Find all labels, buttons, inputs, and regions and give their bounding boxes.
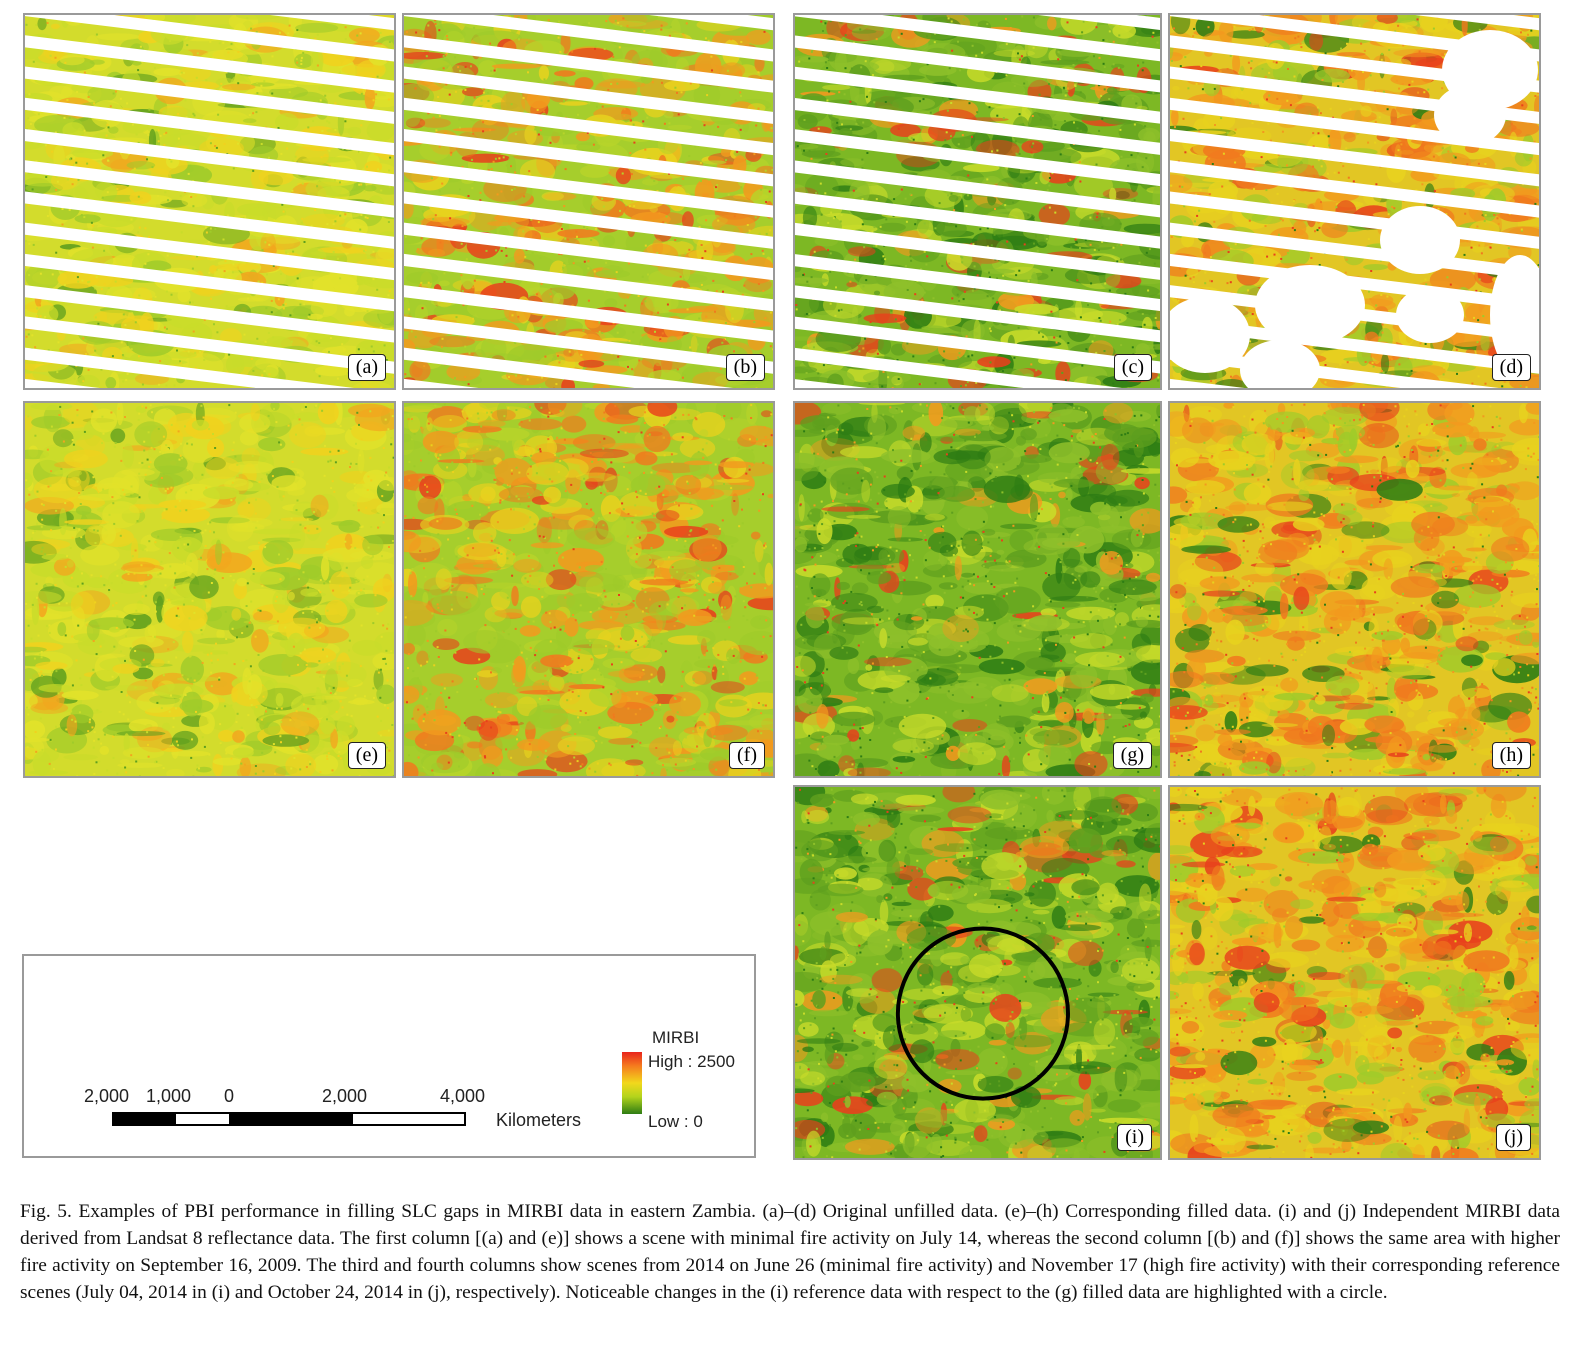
- figure-caption: Fig. 5. Examples of PBI performance in f…: [20, 1201, 1560, 1303]
- panel-i-reference: (i): [793, 785, 1162, 1160]
- scale-tick-label: 2,000: [322, 1086, 368, 1106]
- mirbi-map-c: [795, 15, 1160, 388]
- panel-label-h: (h): [1491, 742, 1531, 769]
- scale-bar-segment: [231, 1112, 351, 1126]
- panel-label-c: (c): [1113, 354, 1152, 381]
- color-ramp: [622, 1052, 642, 1114]
- panel-d-unfilled: (d): [1168, 13, 1541, 390]
- scale-bar-segment: [112, 1112, 174, 1126]
- mirbi-map-i: [795, 787, 1160, 1158]
- panel-label-g: (g): [1112, 742, 1152, 769]
- panel-g-filled: (g): [793, 401, 1162, 778]
- panel-c-unfilled: (c): [793, 13, 1162, 390]
- panel-label-i: (i): [1117, 1124, 1152, 1151]
- panel-label-a: (a): [347, 354, 386, 381]
- ramp-low-label: Low : 0: [648, 1112, 703, 1131]
- mirbi-map-h: [1170, 403, 1539, 776]
- scale-tick-label: 2,000: [84, 1086, 130, 1106]
- mirbi-map-e: [25, 403, 394, 776]
- mirbi-map-g: [795, 403, 1160, 776]
- scale-bar-segment: [174, 1112, 231, 1126]
- panel-label-b: (b): [725, 354, 765, 381]
- scale-tick-label: 0: [224, 1086, 235, 1106]
- scale-bar-segment: [351, 1112, 466, 1126]
- map-legend: 2,000 1,000 0 2,000 4,000 Kilometers MIR…: [22, 954, 756, 1158]
- ramp-high-label: High : 2500: [648, 1052, 735, 1071]
- panel-f-filled: (f): [402, 401, 775, 778]
- change-highlight-circle: [895, 926, 1070, 1101]
- scale-tick-label: 1,000: [146, 1086, 192, 1106]
- mirbi-map-f: [404, 403, 773, 776]
- panel-h-filled: (h): [1168, 401, 1541, 778]
- panel-j-reference: (j): [1168, 785, 1541, 1160]
- scale-tick-label: 4,000: [440, 1086, 486, 1106]
- mirbi-map-j: [1170, 787, 1539, 1158]
- panel-label-e: (e): [347, 742, 386, 769]
- mirbi-map-a: [25, 15, 394, 388]
- ramp-title: MIRBI: [652, 1028, 700, 1047]
- panel-b-unfilled: (b): [402, 13, 775, 390]
- mirbi-map-b: [404, 15, 773, 388]
- mirbi-map-d: [1170, 15, 1539, 388]
- panel-label-j: (j): [1496, 1124, 1531, 1151]
- scale-unit-label: Kilometers: [496, 1110, 582, 1130]
- panel-a-unfilled: (a): [23, 13, 396, 390]
- panel-e-filled: (e): [23, 401, 396, 778]
- panel-label-d: (d): [1491, 354, 1531, 381]
- panel-label-f: (f): [729, 742, 765, 769]
